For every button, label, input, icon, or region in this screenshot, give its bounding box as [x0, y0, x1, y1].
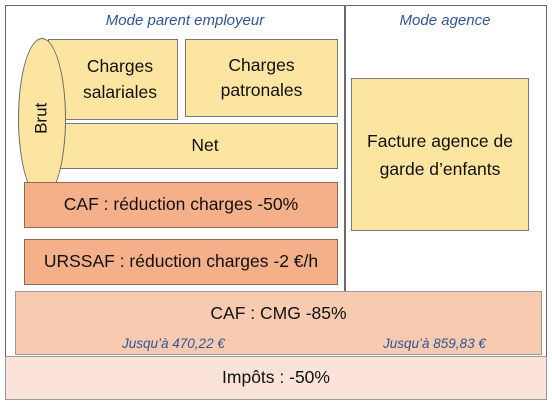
- brut-label: Brut: [31, 102, 51, 135]
- column-divider: [344, 5, 346, 292]
- urssaf-reduction-label: URSSAF : réduction charges -2 €/h: [43, 251, 319, 272]
- brut-ellipse: Brut: [18, 38, 66, 199]
- facture-agence-label: Facture agence de garde d’enfants: [367, 130, 513, 179]
- urssaf-reduction-box: URSSAF : réduction charges -2 €/h: [24, 239, 338, 285]
- header-parent-employeur: Mode parent employeur: [105, 12, 265, 29]
- cmg-limit-parent: Jusqu’à 470,22 €: [122, 336, 225, 351]
- charges-patronales-label: Charges patronales: [220, 54, 303, 100]
- facture-agence-box: Facture agence de garde d’enfants: [351, 78, 529, 231]
- cmg-limit-agency: Jusqu’à 859,83 €: [383, 336, 486, 351]
- caf-reduction-label: CAF : réduction charges -50%: [63, 194, 299, 215]
- charges-patronales-box: Charges patronales: [185, 39, 338, 117]
- charges-salariales-label: Charges salariales: [83, 56, 157, 102]
- impots-label: Impôts : -50%: [222, 367, 330, 388]
- header-mode-agence: Mode agence: [399, 12, 491, 29]
- caf-reduction-box: CAF : réduction charges -50%: [24, 182, 338, 228]
- caf-cmg-label: CAF : CMG -85%: [210, 303, 347, 323]
- net-box: Net: [48, 123, 338, 169]
- net-label: Net: [191, 135, 219, 156]
- caf-cmg-band: CAF : CMG -85%: [15, 291, 542, 355]
- charges-salariales-box: Charges salariales: [48, 39, 178, 120]
- impots-band: Impôts : -50%: [5, 356, 547, 400]
